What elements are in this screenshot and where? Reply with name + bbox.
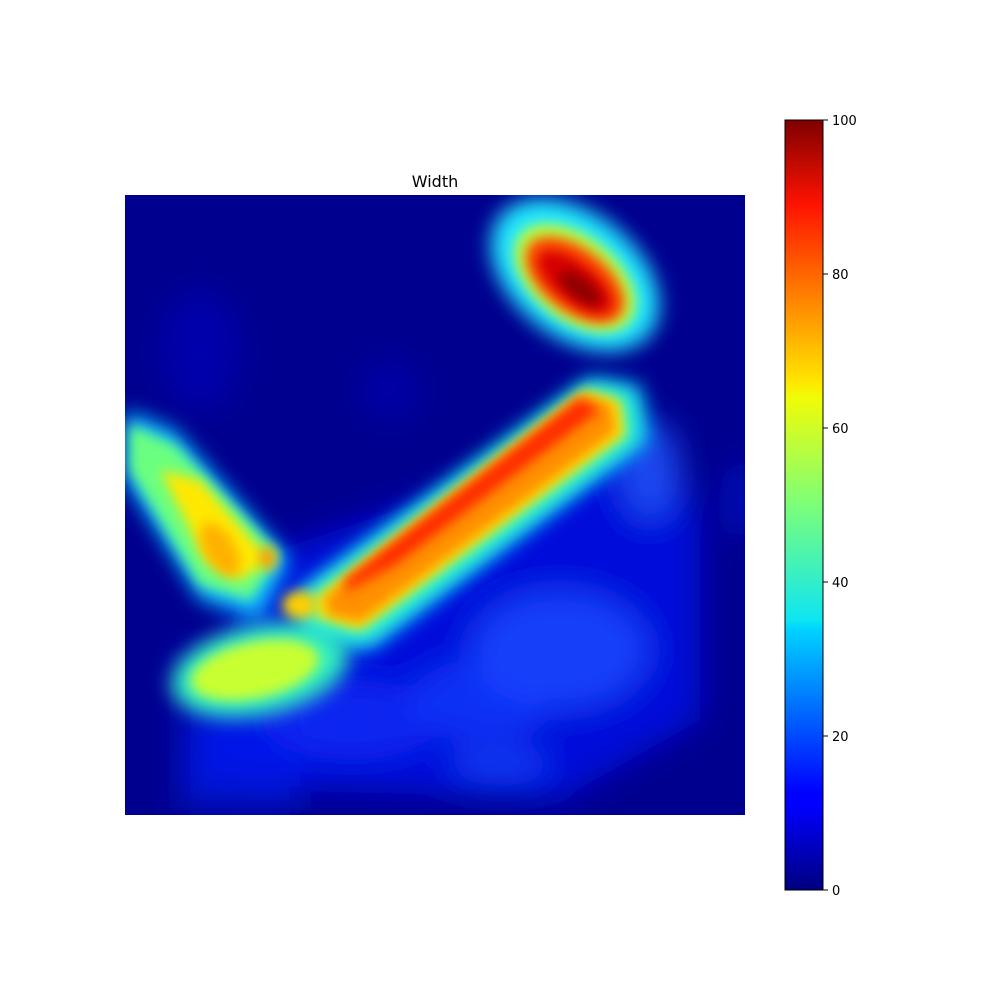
diagonal-band bbox=[300, 378, 650, 650]
heatmap-image bbox=[125, 195, 745, 815]
colorbar-tick-label: 60 bbox=[832, 422, 849, 437]
left-arm bbox=[125, 410, 290, 620]
chart-title: Width bbox=[412, 172, 458, 191]
colorbar-tick-label: 40 bbox=[832, 576, 849, 591]
upper-right-blob bbox=[490, 198, 660, 352]
colorbar-tick-label: 0 bbox=[832, 884, 840, 899]
colorbar-tick-label: 20 bbox=[832, 730, 849, 745]
colorbar-tick-label: 100 bbox=[832, 114, 857, 129]
colorbar-tick-label: 80 bbox=[832, 268, 849, 283]
colorbar: 0 20 40 60 80 100 bbox=[784, 114, 857, 899]
colorbar-frame bbox=[784, 119, 824, 891]
colorbar-fill bbox=[785, 120, 823, 890]
lower-left-pad bbox=[171, 591, 349, 718]
colorbar-ticks: 0 20 40 60 80 100 bbox=[823, 114, 857, 899]
